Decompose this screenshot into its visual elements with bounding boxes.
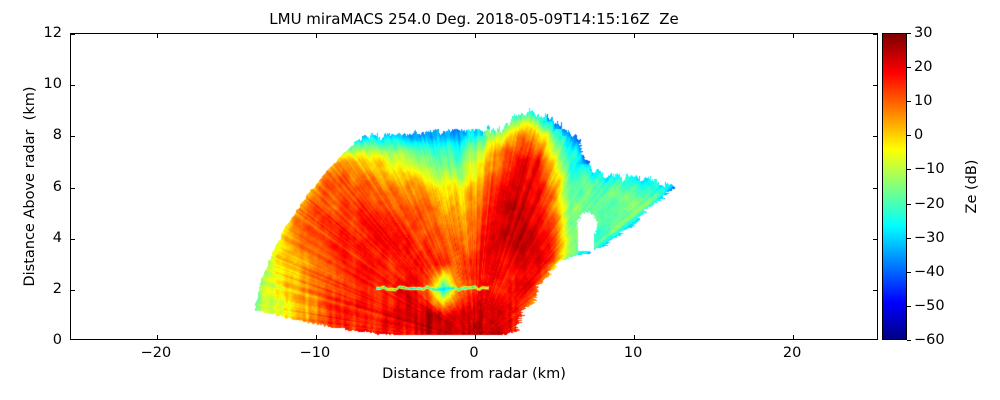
y-axis-label: Distance Above radar (km) bbox=[22, 86, 38, 287]
y-tick-mark bbox=[71, 136, 75, 138]
colorbar-gradient bbox=[883, 34, 906, 339]
colorbar-axis-label: Ze (dB) bbox=[964, 159, 980, 214]
radar-reflectivity-heatmap bbox=[71, 34, 877, 339]
y-tick-mark bbox=[873, 187, 877, 189]
colorbar-tick-mark bbox=[907, 340, 911, 341]
x-tick-label: −10 bbox=[299, 345, 331, 361]
y-tick-label: 0 bbox=[52, 332, 62, 348]
colorbar-tick-label: −20 bbox=[914, 195, 945, 212]
y-tick-label: 2 bbox=[52, 280, 62, 297]
x-tick-label: 20 bbox=[782, 345, 802, 361]
y-tick-mark bbox=[71, 238, 75, 240]
x-tick-mark bbox=[793, 335, 795, 339]
colorbar-tick-label: −40 bbox=[914, 263, 945, 280]
x-tick-label: −20 bbox=[140, 345, 172, 361]
x-tick-mark bbox=[315, 335, 317, 339]
x-axis-label: Distance from radar (km) bbox=[382, 366, 566, 382]
y-tick-label: 10 bbox=[43, 76, 62, 93]
colorbar-tick-label: 30 bbox=[914, 25, 933, 41]
colorbar-tick-label: 10 bbox=[914, 93, 933, 110]
y-tick-label: 12 bbox=[43, 25, 62, 41]
x-tick-mark bbox=[156, 335, 158, 339]
colorbar-tick-mark bbox=[907, 271, 911, 273]
y-tick-mark bbox=[71, 187, 75, 189]
colorbar-tick-label: 0 bbox=[914, 127, 924, 144]
y-tick-mark bbox=[873, 34, 877, 35]
x-tick-mark bbox=[793, 34, 795, 38]
y-tick-mark bbox=[873, 85, 877, 87]
y-tick-mark bbox=[71, 34, 75, 35]
colorbar bbox=[882, 33, 907, 340]
colorbar-tick-mark bbox=[907, 203, 911, 205]
colorbar-tick-mark bbox=[907, 169, 911, 171]
colorbar-tick-mark bbox=[907, 237, 911, 239]
x-tick-label: 10 bbox=[623, 345, 643, 361]
colorbar-tick-mark bbox=[907, 101, 911, 103]
colorbar-tick-mark bbox=[907, 67, 911, 69]
colorbar-tick-mark bbox=[907, 135, 911, 137]
x-tick-label: 0 bbox=[469, 345, 479, 361]
x-tick-mark bbox=[156, 34, 158, 38]
y-tick-mark bbox=[873, 238, 877, 240]
x-tick-mark bbox=[315, 34, 317, 38]
y-tick-label: 4 bbox=[52, 229, 62, 246]
y-tick-label: 6 bbox=[52, 178, 62, 195]
x-tick-mark bbox=[634, 34, 636, 38]
x-tick-mark bbox=[475, 34, 476, 38]
colorbar-tick-label: −10 bbox=[914, 161, 945, 178]
colorbar-tick-label: −30 bbox=[914, 229, 945, 246]
y-tick-mark bbox=[873, 136, 877, 138]
page-title: LMU miraMACS 254.0 Deg. 2018-05-09T14:15… bbox=[269, 10, 679, 28]
x-tick-mark bbox=[475, 335, 476, 339]
colorbar-tick-mark bbox=[907, 305, 911, 307]
y-tick-mark bbox=[71, 289, 75, 291]
colorbar-tick-label: −50 bbox=[914, 297, 945, 314]
colorbar-tick-mark bbox=[907, 33, 911, 34]
x-tick-mark bbox=[634, 335, 636, 339]
y-tick-mark bbox=[71, 85, 75, 87]
colorbar-tick-label: −60 bbox=[914, 332, 945, 348]
y-tick-label: 8 bbox=[52, 127, 62, 144]
y-tick-mark bbox=[873, 289, 877, 291]
radar-plot-axes bbox=[70, 33, 878, 340]
colorbar-tick-label: 20 bbox=[914, 59, 933, 76]
